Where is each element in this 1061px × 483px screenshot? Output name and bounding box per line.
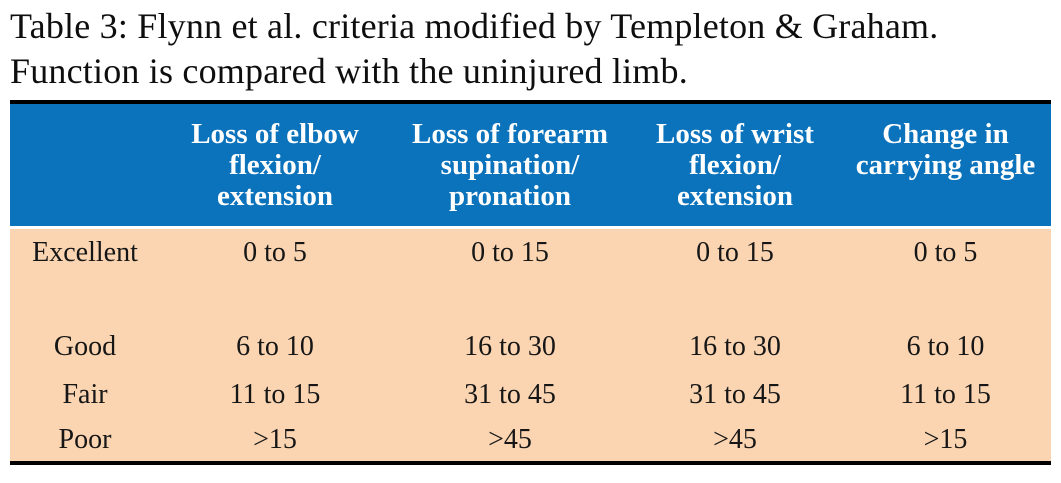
cell-value: 31 to 45 — [464, 379, 556, 410]
cell-value: 31 to 45 — [689, 379, 781, 410]
cell-value: 6 to 10 — [236, 331, 314, 362]
cell-value: >45 — [488, 424, 532, 455]
header-cell-wrist: Loss of wrist flexion/ extension — [630, 104, 840, 226]
table-caption: Table 3: Flynn et al. criteria modified … — [10, 4, 1058, 94]
header-line: Loss of forearm — [412, 118, 608, 150]
header-line: Change in — [882, 118, 1009, 150]
criteria-table: Loss of elbow flexion/ extension Loss of… — [10, 100, 1051, 465]
header-cell-carrying-angle: Change in carrying angle — [840, 104, 1051, 226]
table-row-good: Good 6 to 10 16 to 30 16 to 30 6 to 10 — [10, 323, 1051, 371]
row-label: Fair — [62, 379, 108, 410]
cell-value: 16 to 30 — [464, 331, 556, 362]
table-row-poor: Poor >15 >45 >45 >15 — [10, 419, 1051, 461]
cell-value: 16 to 30 — [689, 331, 781, 362]
cell-value: 11 to 15 — [229, 379, 321, 410]
header-line: Loss of wrist — [656, 118, 814, 150]
header-line: Loss of elbow — [191, 118, 359, 150]
cell-value: >45 — [713, 424, 757, 455]
header-line: flexion/ — [689, 149, 781, 181]
table-caption-line2: Function is compared with the uninjured … — [10, 51, 688, 91]
table-row-fair: Fair 11 to 15 31 to 45 31 to 45 11 to 15 — [10, 371, 1051, 419]
cell-value: 6 to 10 — [906, 331, 985, 362]
row-label: Good — [53, 331, 117, 362]
header-line: supination/ — [440, 149, 580, 181]
cell-value: >15 — [923, 424, 968, 455]
table-header-row: Loss of elbow flexion/ extension Loss of… — [10, 104, 1051, 229]
cell-value: 0 to 5 — [243, 237, 307, 268]
header-line: extension — [677, 180, 793, 212]
row-label: Poor — [58, 424, 112, 455]
header-line: pronation — [449, 180, 571, 212]
header-cell-empty — [10, 104, 160, 226]
cell-value: 11 to 15 — [900, 379, 991, 410]
header-line: flexion/ — [229, 149, 321, 181]
header-cell-elbow: Loss of elbow flexion/ extension — [160, 104, 390, 226]
cell-value: 0 to 15 — [696, 237, 774, 268]
table-caption-line1: Table 3: Flynn et al. criteria modified … — [10, 6, 939, 46]
header-cell-forearm: Loss of forearm supination/ pronation — [390, 104, 630, 226]
cell-value: 0 to 5 — [913, 237, 978, 268]
cell-value: >15 — [253, 424, 297, 455]
table-row-excellent: Excellent 0 to 5 0 to 15 0 to 15 0 to 5 — [10, 229, 1051, 323]
cell-value: 0 to 15 — [471, 237, 549, 268]
header-line: carrying angle — [855, 149, 1036, 181]
table-body: Excellent 0 to 5 0 to 15 0 to 15 0 to 5 … — [10, 229, 1051, 465]
row-label: Excellent — [32, 237, 138, 268]
header-line: extension — [217, 180, 333, 212]
